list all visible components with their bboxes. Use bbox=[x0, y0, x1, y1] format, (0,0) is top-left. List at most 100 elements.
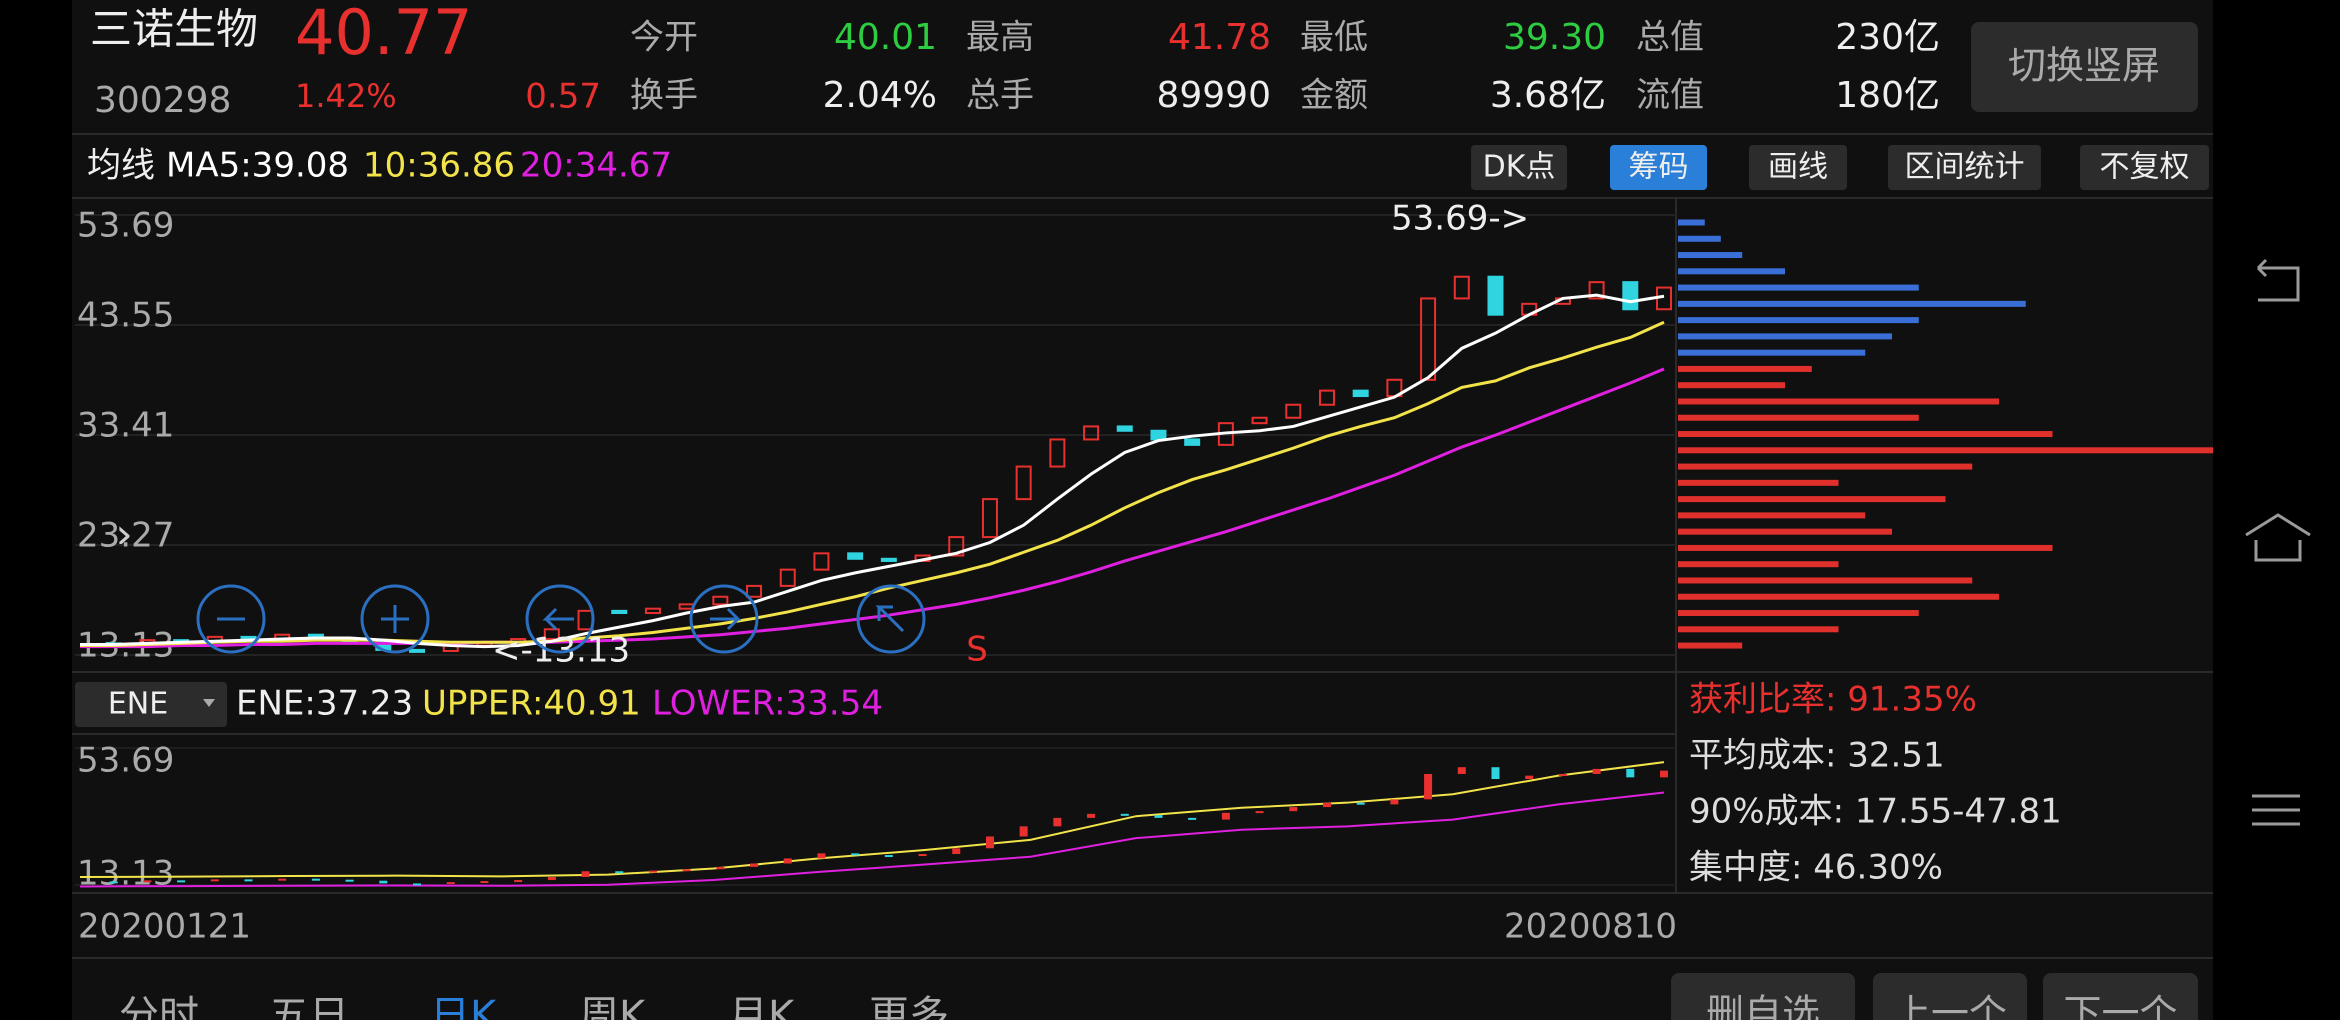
chip-bar bbox=[1678, 463, 1973, 470]
chip-stat: 平均成本: 32.51 bbox=[1689, 736, 1945, 776]
chip-bar bbox=[1678, 365, 1812, 372]
control-ring[interactable] bbox=[360, 584, 430, 654]
control-icon[interactable] bbox=[542, 607, 574, 631]
control-icon[interactable] bbox=[875, 605, 905, 633]
action-button-bg[interactable] bbox=[1873, 973, 2027, 1020]
tool-button[interactable]: 画线 bbox=[1768, 150, 1828, 185]
ma5-line bbox=[80, 293, 1665, 649]
tool-button[interactable]: DK点 bbox=[1483, 150, 1556, 185]
sub-candle bbox=[1019, 826, 1028, 837]
indicator-selector[interactable]: ENE bbox=[108, 687, 168, 722]
control-ring[interactable] bbox=[689, 584, 759, 654]
field-label: 总值 bbox=[1636, 18, 1704, 58]
candle bbox=[409, 648, 426, 653]
field-value: 41.78 bbox=[1168, 17, 1271, 58]
action-button[interactable]: 删自选 bbox=[1706, 992, 1820, 1020]
sub-candle bbox=[446, 882, 455, 885]
chart-control[interactable] bbox=[689, 584, 759, 654]
sub-candle bbox=[615, 871, 624, 874]
sub-candle bbox=[278, 878, 287, 881]
ene-value: ENE:37.23 bbox=[236, 684, 413, 724]
tool-button-bg[interactable] bbox=[1888, 145, 2041, 190]
tab[interactable]: 分时 bbox=[119, 993, 199, 1020]
nav-back[interactable] bbox=[2256, 258, 2300, 302]
sub-candle bbox=[918, 854, 927, 857]
control-icon[interactable] bbox=[381, 605, 409, 633]
ene-lower-line bbox=[79, 791, 1665, 888]
action-button-bg[interactable] bbox=[1671, 973, 1855, 1020]
control-ring[interactable] bbox=[196, 584, 266, 654]
chart-control[interactable] bbox=[360, 584, 430, 654]
action-button[interactable]: 上一个 bbox=[1893, 992, 2007, 1020]
tool-button-bg[interactable] bbox=[2080, 145, 2209, 190]
tool-button-bg[interactable] bbox=[1471, 145, 1567, 190]
candle bbox=[1487, 275, 1504, 316]
sub-candle bbox=[952, 848, 961, 855]
expand-arrow[interactable]: › bbox=[115, 509, 133, 560]
tab[interactable]: 月K bbox=[728, 993, 796, 1020]
field-label: 流值 bbox=[1636, 76, 1704, 116]
field-value: 3.68亿 bbox=[1490, 75, 1606, 116]
chip-bar bbox=[1678, 317, 1919, 324]
candle bbox=[847, 552, 864, 560]
chart-control[interactable] bbox=[856, 584, 926, 654]
y-tick-label: 23.27 bbox=[77, 516, 174, 556]
sub-candle bbox=[109, 881, 118, 884]
field-label: 最高 bbox=[966, 18, 1034, 58]
sub-candle bbox=[547, 876, 556, 881]
toggle-button[interactable]: 切换竖屏 bbox=[2008, 44, 2160, 88]
candle bbox=[1015, 465, 1032, 501]
candle bbox=[1083, 425, 1100, 441]
control-ring[interactable] bbox=[525, 584, 595, 654]
tab[interactable]: 五日 bbox=[269, 993, 349, 1020]
chip-bar bbox=[1678, 235, 1721, 242]
candle bbox=[1285, 403, 1302, 419]
field-label: 总手 bbox=[966, 76, 1034, 116]
sub-candle bbox=[1255, 811, 1264, 814]
sub-candle bbox=[1390, 799, 1399, 805]
toggle-button-bg[interactable] bbox=[1971, 22, 2198, 112]
sub-candle bbox=[1558, 773, 1567, 776]
tool-button[interactable]: 不复权 bbox=[2100, 150, 2190, 185]
sub-candle bbox=[177, 880, 186, 883]
sub-candle bbox=[1424, 773, 1433, 800]
sub-candle bbox=[1457, 767, 1466, 774]
sub-candle bbox=[884, 855, 893, 858]
chip-bar bbox=[1678, 528, 1892, 535]
tool-button[interactable]: 筹码 bbox=[1629, 150, 1689, 185]
nav-home[interactable] bbox=[2245, 513, 2311, 562]
sub-candle bbox=[817, 853, 826, 859]
action-button[interactable]: 下一个 bbox=[2063, 992, 2177, 1020]
chip-bar bbox=[1678, 333, 1892, 340]
field-value: 2.04% bbox=[823, 75, 937, 116]
action-button-bg[interactable] bbox=[2043, 973, 2198, 1020]
indicator-selector-bg[interactable] bbox=[75, 682, 227, 727]
tab[interactable]: 更多 bbox=[869, 993, 949, 1020]
y-tick-label: 43.55 bbox=[77, 296, 174, 336]
candle bbox=[746, 584, 763, 598]
candle bbox=[1318, 389, 1335, 406]
chip-bar bbox=[1678, 268, 1785, 275]
tool-button-bg[interactable] bbox=[1610, 145, 1707, 190]
stock-price: 40.77 bbox=[295, 0, 473, 69]
chart-control[interactable] bbox=[525, 584, 595, 654]
sub-candle bbox=[1592, 768, 1601, 774]
tool-button-bg[interactable] bbox=[1749, 145, 1847, 190]
tab[interactable]: 周K bbox=[579, 993, 647, 1020]
tool-button[interactable]: 区间统计 bbox=[1905, 150, 2025, 185]
chip-stat: 集中度: 46.30% bbox=[1689, 848, 1943, 888]
nav-menu[interactable] bbox=[2252, 794, 2300, 826]
candle bbox=[813, 552, 830, 571]
candle bbox=[948, 536, 965, 557]
chip-bar bbox=[1678, 447, 2213, 454]
sub-candle bbox=[648, 870, 657, 873]
chip-bar bbox=[1678, 284, 1919, 291]
chip-bar bbox=[1678, 219, 1705, 226]
control-ring[interactable] bbox=[856, 584, 926, 654]
chart-control[interactable] bbox=[196, 584, 266, 654]
y-tick-label: 13.13 bbox=[77, 854, 174, 894]
control-icon[interactable] bbox=[710, 607, 742, 631]
dropdown-arrow[interactable] bbox=[203, 699, 215, 707]
tab[interactable]: 日K bbox=[430, 993, 498, 1020]
